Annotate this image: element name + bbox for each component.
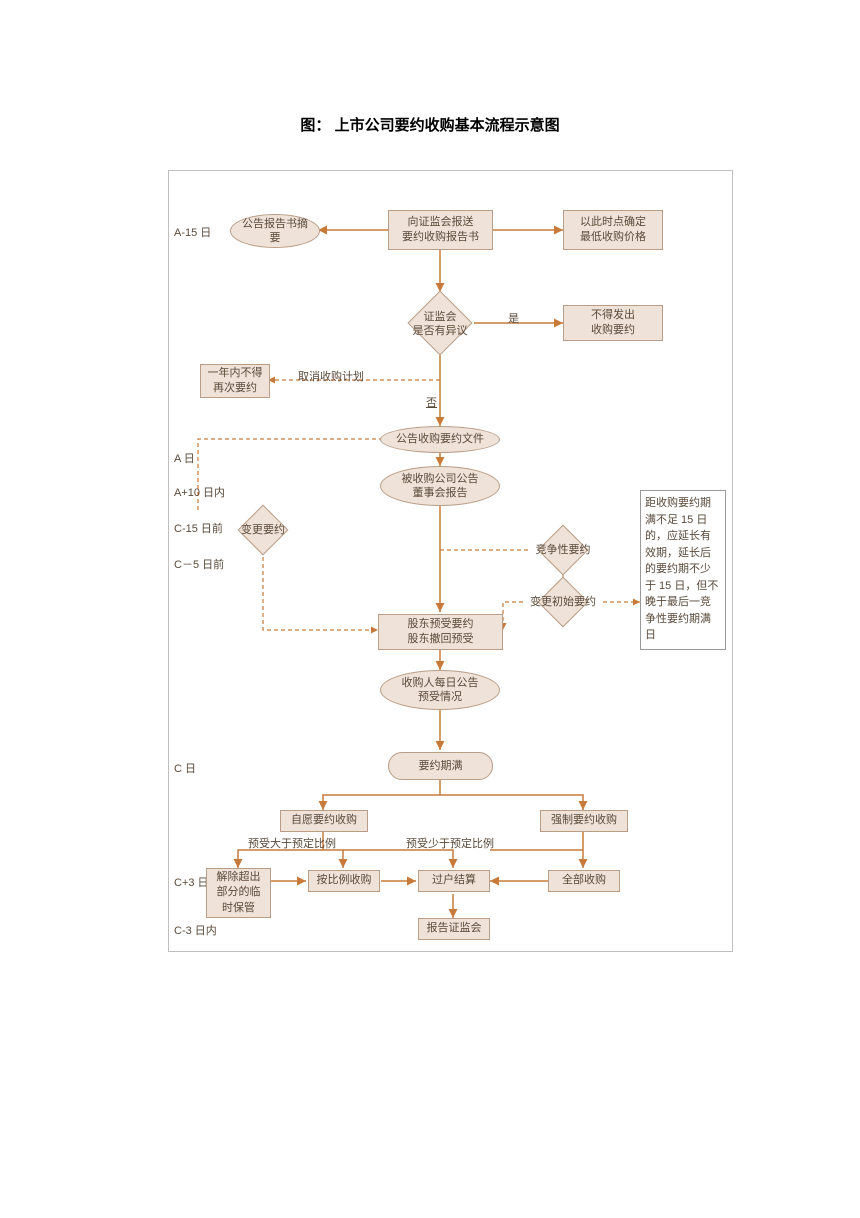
node-voluntary: 自愿要约收购 bbox=[280, 810, 368, 832]
node-submit-report: 向证监会报送 要约收购报告书 bbox=[388, 210, 493, 250]
node-publish-offer: 公告收购要约文件 bbox=[380, 426, 500, 453]
node-accept-withdraw: 股东预受要约 股东撤回预受 bbox=[378, 614, 503, 650]
timeline-a-day: A 日 bbox=[174, 450, 230, 466]
label-cancel-plan: 取消收购计划 bbox=[298, 368, 364, 384]
node-determine-price: 以此时点确定 最低收购价格 bbox=[563, 210, 663, 250]
timeline-c-minus-3: C-3 日内 bbox=[174, 922, 244, 938]
timeline-c-day: C 日 bbox=[174, 760, 230, 776]
node-transfer-settle: 过户结算 bbox=[418, 870, 490, 892]
node-competitive-offer bbox=[538, 525, 589, 576]
node-mandatory: 强制要约收购 bbox=[540, 810, 628, 832]
timeline-c-minus-5: C－5 日前 bbox=[174, 556, 244, 572]
node-remove-excess: 解除超出 部分的临 时保管 bbox=[206, 868, 271, 918]
node-report-summary: 公告报告书摘要 bbox=[230, 214, 320, 248]
label-more-than: 预受大于预定比例 bbox=[248, 835, 336, 851]
node-cant-issue: 不得发出 收购要约 bbox=[563, 305, 663, 341]
page-title: 图： 上市公司要约收购基本流程示意图 bbox=[0, 114, 860, 135]
label-less-than: 预受少于预定比例 bbox=[406, 835, 494, 851]
label-no: 否 bbox=[426, 394, 437, 410]
node-change-offer bbox=[238, 505, 289, 556]
timeline-a-minus-15: A-15 日 bbox=[174, 224, 230, 240]
node-offer-expire: 要约期满 bbox=[388, 752, 493, 780]
node-report-csrc: 报告证监会 bbox=[418, 918, 490, 940]
node-csrc-objection bbox=[407, 290, 472, 355]
label-yes: 是 bbox=[508, 310, 519, 326]
node-full-acquire: 全部收购 bbox=[548, 870, 620, 892]
node-change-initial bbox=[538, 577, 589, 628]
timeline-c-minus-15: C-15 日前 bbox=[174, 520, 244, 536]
node-daily-announce: 收购人每日公告 预受情况 bbox=[380, 670, 500, 710]
timeline-a-plus-10: A+10 日内 bbox=[174, 484, 244, 500]
flowchart: A-15 日 A 日 A+10 日内 C-15 日前 C－5 日前 C 日 C+… bbox=[168, 170, 733, 952]
node-pro-rata: 按比例收购 bbox=[308, 870, 380, 892]
node-extend-note: 距收购要约期满不足 15 日的，应延长有效期，延长后的要约期不少于 15 日，但… bbox=[640, 490, 726, 650]
node-one-year: 一年内不得 再次要约 bbox=[200, 364, 270, 398]
node-board-report: 被收购公司公告 董事会报告 bbox=[380, 466, 500, 506]
